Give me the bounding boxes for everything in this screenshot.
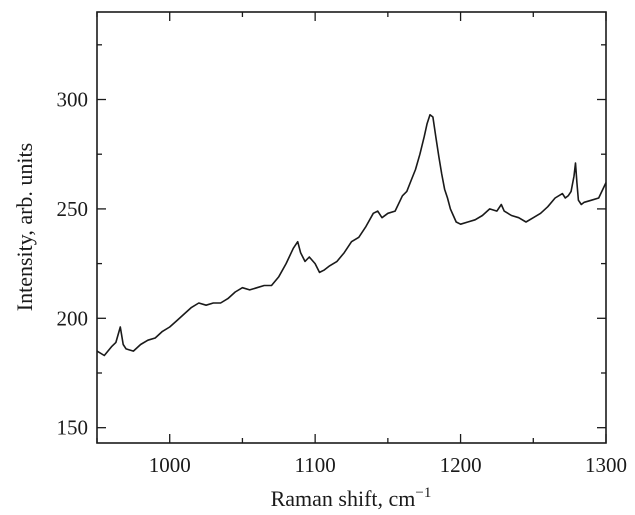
x-axis-title-text: Raman shift, cm — [271, 486, 416, 511]
x-axis-title-superscript: −1 — [415, 485, 431, 501]
axis-ticks — [96, 12, 607, 443]
x-tick-label: 1100 — [295, 453, 336, 477]
y-tick-label: 300 — [57, 88, 89, 112]
y-axis-title: Intensity, arb. units — [12, 143, 37, 311]
y-tick-label: 250 — [57, 197, 89, 221]
tick-labels: 1000 1100 1200 1300 150 200 250 300 — [57, 88, 628, 477]
y-tick-label: 200 — [57, 306, 89, 330]
x-tick-label: 1200 — [440, 453, 482, 477]
x-tick-label: 1300 — [585, 453, 627, 477]
x-tick-label: 1000 — [149, 453, 191, 477]
x-axis-title: Raman shift, cm−1 — [271, 485, 432, 511]
y-tick-label: 150 — [57, 416, 89, 440]
spectrum-line — [96, 114, 607, 357]
plot-frame — [96, 11, 607, 444]
